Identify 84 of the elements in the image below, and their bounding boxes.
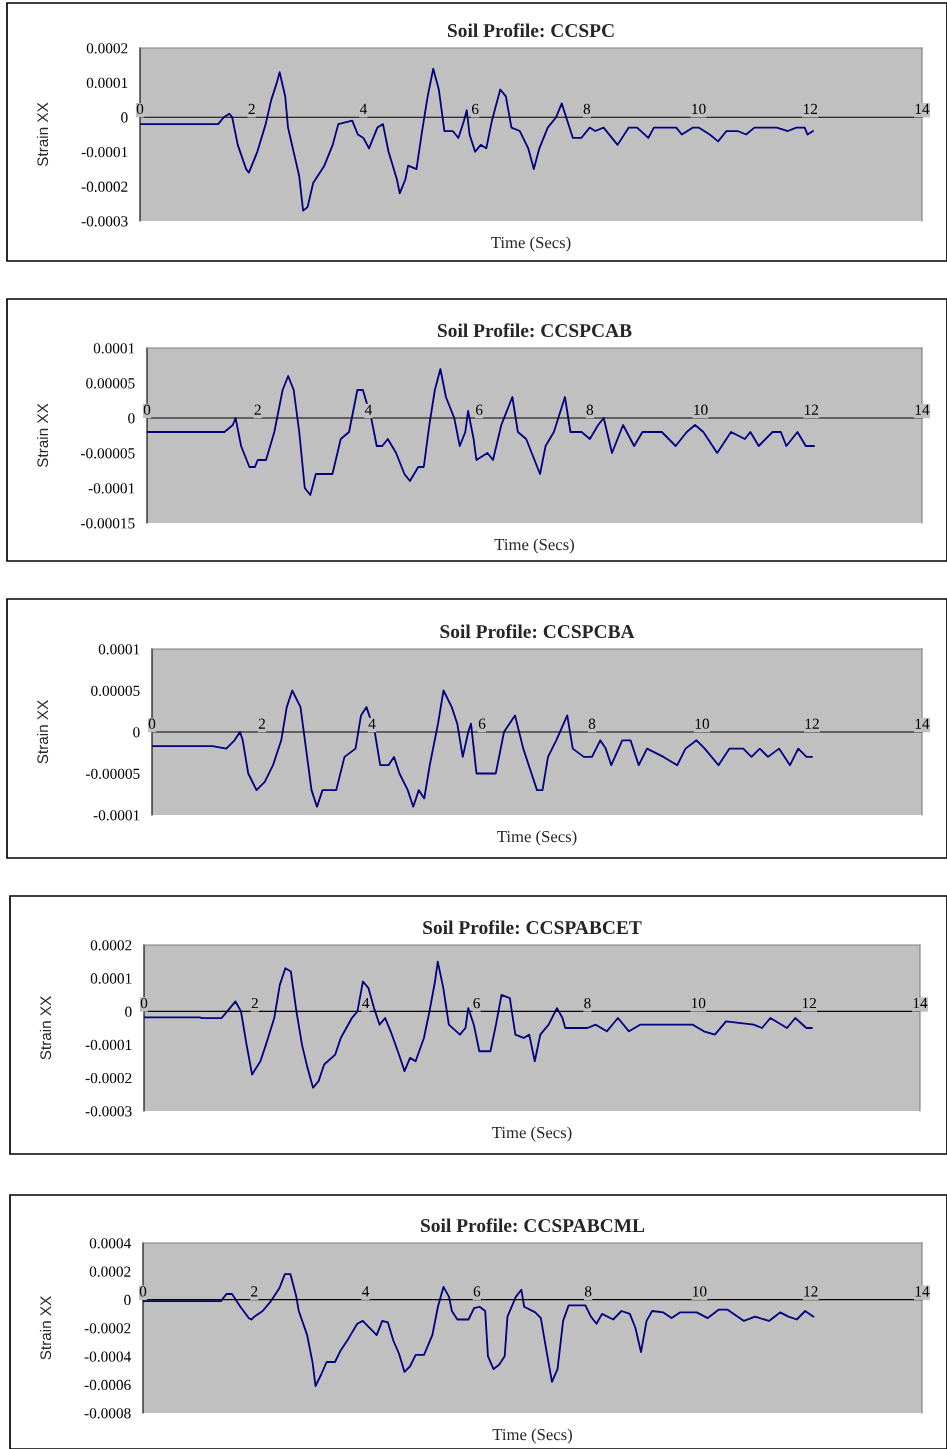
x-tick-label: 14	[913, 998, 928, 1009]
chart-title: Soil Profile: CCSPABCET	[423, 920, 642, 935]
y-tick-label: -0.0006	[84, 1379, 131, 1391]
x-tick-label: 2	[254, 404, 261, 415]
x-tick-label: 2	[258, 718, 265, 729]
x-tick-label: 4	[364, 404, 373, 415]
y-tick-label: 0	[121, 112, 128, 123]
chart-title: Soil Profile: CCSPC	[447, 23, 614, 38]
y-tick-label: -0.00005	[81, 448, 135, 459]
y-tick-label: -0.0001	[93, 810, 140, 821]
y-tick-label: -0.0001	[85, 1039, 132, 1051]
x-tick-label: 2	[248, 103, 255, 114]
x-tick-label: 6	[475, 404, 483, 415]
x-tick-label: 4	[362, 998, 370, 1009]
x-tick-label: 4	[359, 103, 368, 114]
y-tick-label: 0	[128, 413, 135, 424]
x-tick-label: 8	[584, 997, 591, 1009]
x-tick-label: 12	[802, 998, 816, 1009]
x-tick-label: 8	[584, 1286, 592, 1297]
y-tick-label: 0.0001	[93, 343, 135, 354]
x-axis-title: Time (Secs)	[492, 1428, 572, 1444]
y-tick-label: 0.00005	[91, 685, 140, 697]
x-tick-label: 4	[362, 1286, 370, 1297]
x-tick-label: 10	[692, 103, 706, 115]
x-axis-title: Time (Secs)	[497, 830, 577, 846]
x-tick-label: 4	[368, 718, 376, 729]
y-tick-label: -0.00005	[86, 768, 140, 780]
y-tick-label: 0.00005	[86, 378, 135, 389]
x-tick-label: 14	[915, 103, 930, 114]
y-axis-title: Strain XX	[36, 700, 49, 764]
x-tick-label: 0	[139, 1286, 147, 1297]
x-tick-label: 12	[804, 1286, 818, 1297]
x-tick-label: 10	[691, 997, 706, 1009]
x-tick-label: 12	[803, 103, 818, 114]
x-tick-label: 10	[695, 718, 710, 729]
x-tick-label: 14	[915, 1286, 930, 1297]
x-tick-label: 2	[251, 1286, 258, 1297]
x-tick-label: 6	[471, 103, 479, 115]
y-tick-label: -0.0003	[81, 216, 128, 227]
y-tick-label: 0.0001	[98, 644, 140, 655]
x-tick-label: 0	[140, 997, 148, 1009]
y-axis-title: Strain XX	[39, 1296, 52, 1360]
y-tick-label: -0.00015	[81, 518, 135, 529]
y-tick-label: 0.0001	[86, 77, 128, 89]
y-axis-title: Strain XX	[39, 996, 52, 1060]
y-tick-label: 0.0002	[89, 1266, 131, 1277]
y-tick-label: -0.0004	[84, 1351, 131, 1362]
x-axis-title: Time (Secs)	[494, 538, 574, 554]
y-tick-label: 0	[133, 727, 140, 738]
y-tick-label: 0	[124, 1294, 131, 1306]
x-tick-label: 0	[148, 718, 156, 729]
y-tick-label: -0.0008	[84, 1408, 131, 1419]
y-tick-label: -0.0002	[81, 181, 128, 192]
y-tick-label: -0.0002	[85, 1072, 132, 1084]
chart-title: Soil Profile: CCSPABCML	[421, 1218, 645, 1233]
x-tick-label: 6	[478, 718, 486, 729]
x-tick-label: 14	[915, 404, 930, 415]
y-tick-label: 0	[125, 1006, 132, 1017]
chart-title: Soil Profile: CCSPCAB	[437, 323, 632, 338]
y-tick-label: 0.0004	[89, 1238, 131, 1249]
chart-title: Soil Profile: CCSPCBA	[440, 624, 635, 639]
x-tick-label: 12	[804, 404, 819, 415]
x-tick-label: 6	[473, 1286, 481, 1297]
x-axis-title: Time (Secs)	[492, 1126, 572, 1142]
x-axis-title: Time (Secs)	[491, 236, 571, 252]
y-tick-label: -0.0001	[88, 483, 135, 494]
x-tick-label: 0	[143, 404, 151, 415]
x-tick-label: 8	[583, 103, 591, 115]
x-tick-label: 6	[473, 998, 480, 1009]
x-tick-label: 14	[915, 718, 930, 729]
x-tick-label: 8	[588, 718, 596, 729]
y-axis-title: Strain XX	[36, 102, 49, 167]
y-tick-label: -0.0001	[81, 146, 128, 158]
x-tick-label: 10	[693, 1286, 707, 1297]
y-tick-label: -0.0003	[85, 1106, 132, 1117]
y-tick-label: 0.0001	[90, 973, 132, 984]
x-tick-label: 2	[251, 998, 258, 1009]
y-tick-label: 0.0002	[90, 940, 132, 951]
x-tick-label: 8	[586, 404, 594, 415]
y-tick-label: 0.0002	[86, 43, 128, 54]
x-tick-label: 10	[694, 404, 708, 415]
y-axis-title: Strain XX	[36, 403, 49, 468]
y-tick-label: -0.0002	[84, 1323, 131, 1334]
x-tick-label: 12	[805, 718, 819, 729]
